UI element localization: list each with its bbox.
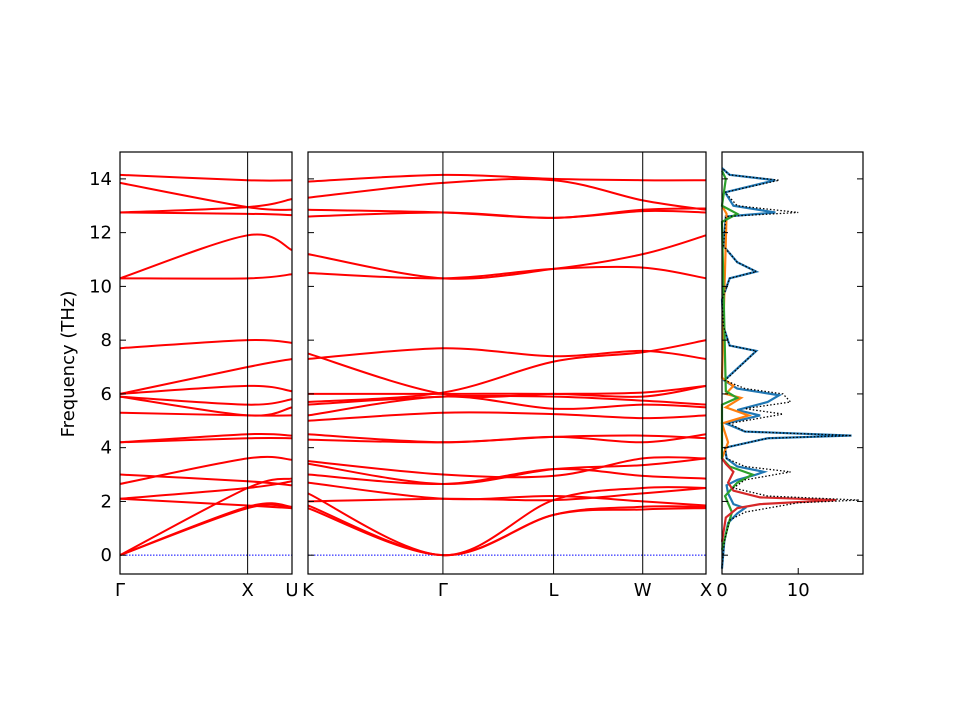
phonon-band [119,338,293,350]
high-symmetry-label: U [285,580,298,601]
y-tick-label: 2 [101,491,112,512]
phonon-band [307,504,707,557]
phonon-band [119,477,293,557]
high-symmetry-label: K [302,580,315,601]
y-tick-label: 8 [101,330,112,351]
phonon-band [119,173,293,182]
y-axis-label: Frequency (THz) [58,291,79,438]
plot-frame [307,151,707,575]
phonon-band [307,234,707,280]
band-panel-gamma-x-u: Γ X U 0 2 4 6 8 10 12 14 [89,151,299,601]
phonon-band [119,357,293,395]
high-symmetry-label: X [241,580,253,601]
phonon-band [119,273,293,280]
phonon-band [307,486,707,557]
phonon-band [307,265,707,280]
phonon-band [119,395,293,406]
total-dos-curve [721,167,860,569]
phonon-band [119,455,293,485]
phonon-band [119,395,293,417]
phonon-band [119,480,293,500]
phonon-band [307,433,707,444]
high-symmetry-label: Γ [115,580,125,601]
phonon-band [119,502,293,557]
y-tick-label: 12 [89,223,112,244]
phonon-band [119,497,293,510]
phonon-band [307,457,707,485]
phonon-band [307,339,707,403]
phonon-band [307,352,707,398]
high-symmetry-label: X [700,580,712,601]
y-tick-label: 6 [101,384,112,405]
phonon-band [307,456,707,479]
y-tick-label: 10 [89,276,112,297]
phonon-band [307,411,707,422]
partial-dos-curve [720,457,837,542]
x-tick-label: 10 [787,580,810,601]
y-tick-label: 0 [101,545,112,566]
phonon-band [119,198,293,214]
phonon-band [119,432,293,444]
y-tick-label: 4 [101,438,112,459]
phonon-band [307,481,707,507]
phonon-band [119,384,293,395]
phonon-band [307,173,707,183]
plot-frame [721,151,864,575]
x-tick-label: 0 [716,580,727,601]
high-symmetry-label: L [549,580,559,601]
y-tick-label: 14 [89,169,112,190]
plot-frame [119,151,293,575]
high-symmetry-label: Γ [438,580,448,601]
high-symmetry-label: W [634,580,652,601]
phonon-band [307,394,707,406]
phonon-band [307,486,707,503]
phonon-band [307,395,707,417]
phonon-band [307,177,707,211]
phonon-band [119,233,293,280]
phonon-band [119,503,293,557]
partial-dos-curve [720,167,852,569]
phonon-band [119,473,293,487]
phonon-band [307,347,707,360]
phonon-band [307,207,707,219]
phonon-band [119,211,293,217]
phonon-band [119,181,293,211]
dos-panel: 0 10 [716,151,864,601]
